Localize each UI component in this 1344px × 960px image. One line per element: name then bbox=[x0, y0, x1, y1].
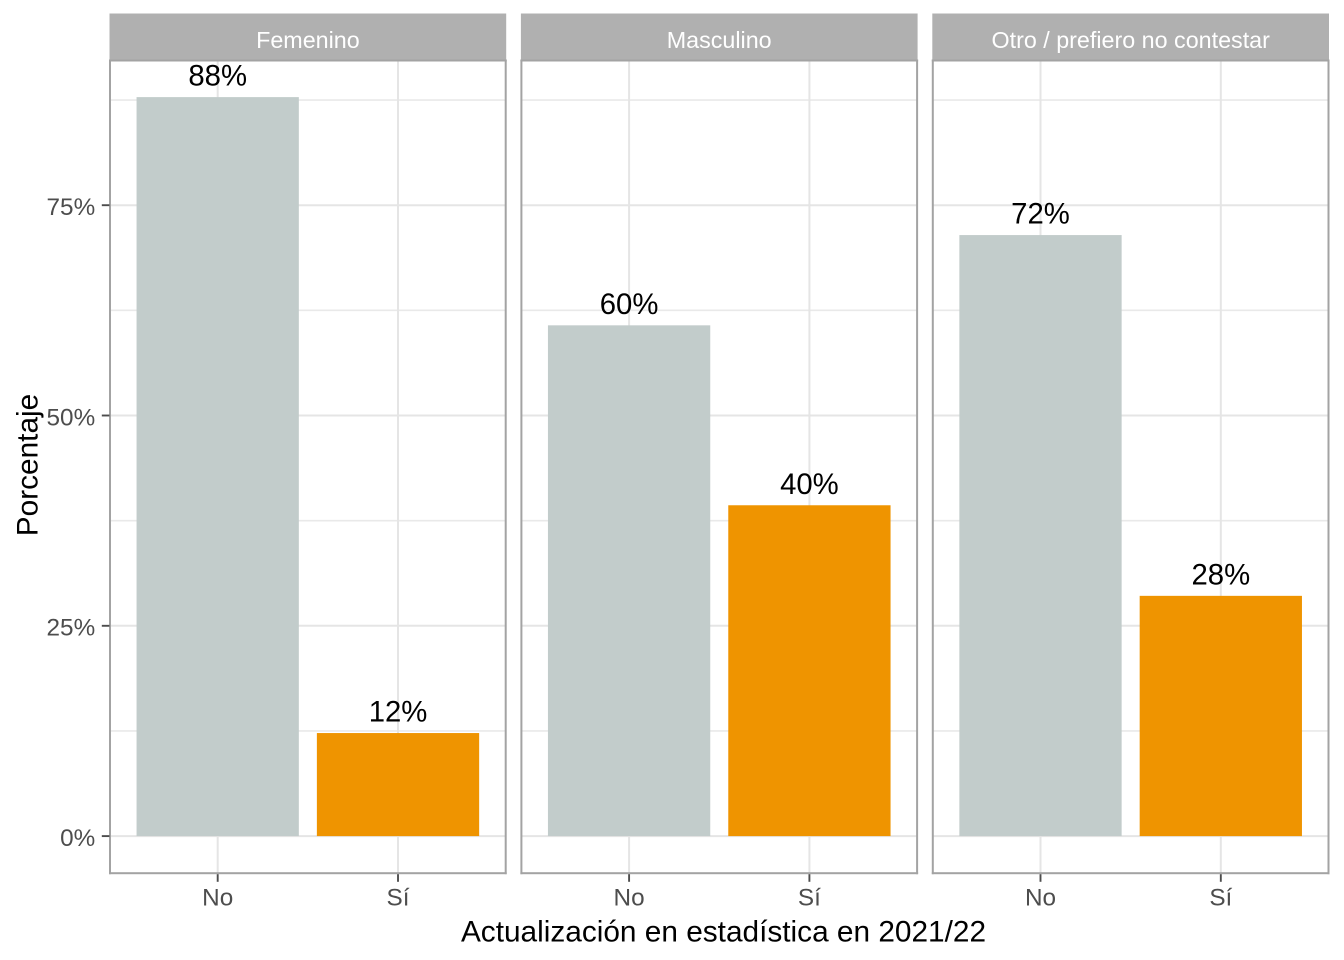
svg-text:28%: 28% bbox=[1191, 558, 1250, 591]
svg-text:No: No bbox=[202, 884, 233, 911]
svg-text:88%: 88% bbox=[188, 60, 247, 93]
svg-text:Masculino: Masculino bbox=[667, 27, 772, 53]
svg-text:12%: 12% bbox=[369, 696, 428, 729]
svg-text:Porcentaje: Porcentaje bbox=[12, 394, 45, 536]
svg-text:72%: 72% bbox=[1011, 198, 1070, 231]
svg-text:75%: 75% bbox=[47, 194, 96, 221]
svg-text:No: No bbox=[1025, 884, 1056, 911]
svg-text:60%: 60% bbox=[600, 288, 659, 321]
svg-text:Sí: Sí bbox=[798, 884, 821, 911]
svg-text:Actualización en estadística e: Actualización en estadística en 2021/22 bbox=[461, 915, 986, 948]
svg-text:No: No bbox=[614, 884, 645, 911]
svg-text:Sí: Sí bbox=[1209, 884, 1232, 911]
svg-text:25%: 25% bbox=[47, 615, 96, 642]
svg-text:Sí: Sí bbox=[387, 884, 410, 911]
svg-text:Otro / prefiero no contestar: Otro / prefiero no contestar bbox=[991, 27, 1270, 53]
svg-text:40%: 40% bbox=[780, 468, 839, 501]
svg-text:Femenino: Femenino bbox=[256, 27, 360, 53]
svg-text:50%: 50% bbox=[47, 404, 96, 431]
svg-text:0%: 0% bbox=[60, 825, 95, 852]
